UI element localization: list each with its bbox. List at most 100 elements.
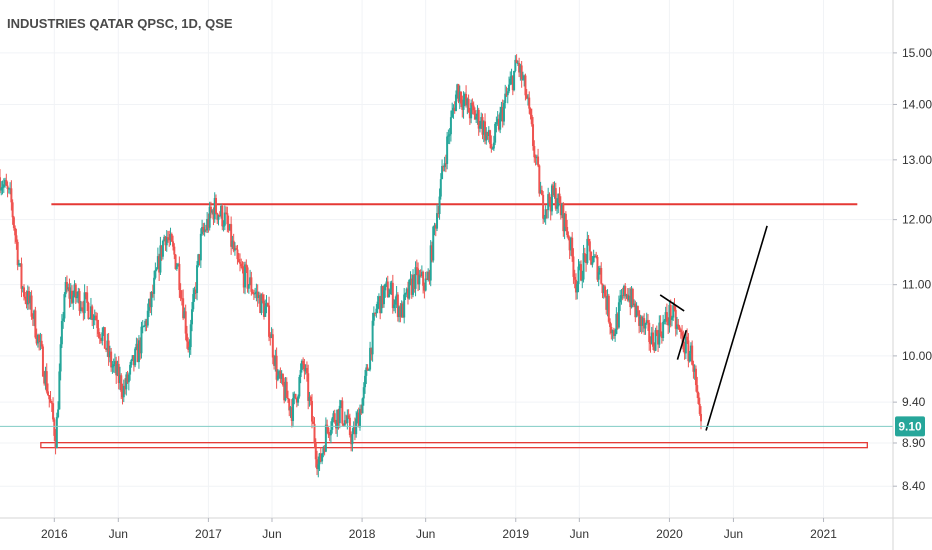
candle-body — [177, 263, 180, 267]
candle-body — [667, 321, 670, 326]
candle-body — [490, 144, 493, 149]
candle-body — [678, 326, 681, 330]
candle-body — [293, 393, 296, 399]
candle-body — [240, 263, 243, 267]
candle-body — [351, 434, 354, 445]
candle-body — [70, 290, 73, 303]
candle-body — [514, 59, 517, 71]
candle-body — [510, 76, 513, 79]
candle-body — [125, 374, 128, 390]
candle-body — [60, 320, 63, 345]
candle-body — [468, 112, 471, 119]
candle-body — [172, 241, 175, 247]
candle-body — [505, 93, 508, 96]
candle-body — [598, 268, 601, 273]
candle-body — [262, 300, 265, 317]
candle-body — [203, 229, 206, 232]
candle-body — [163, 236, 166, 241]
candle-body — [299, 370, 302, 378]
candle-body — [539, 190, 542, 194]
candle-body — [297, 396, 300, 403]
time-axis[interactable]: 2016 Jun 2017 Jun 2018 Jun 2019 Jun 2020 Jun 2021 — [41, 518, 837, 541]
candle-body — [457, 84, 460, 102]
candle-body — [146, 310, 149, 326]
trend-line-drawings — [659, 225, 768, 431]
candle-body — [401, 303, 404, 318]
candle-body — [523, 75, 526, 80]
candle-body — [554, 188, 557, 209]
y-tick-label: 9.40 — [902, 395, 926, 409]
candle-body — [689, 345, 692, 354]
candle-body — [454, 94, 457, 111]
candle-body — [126, 374, 129, 383]
y-tick-label: 10.00 — [902, 349, 932, 363]
candle-body — [249, 277, 252, 285]
candle-body — [252, 293, 255, 295]
y-tick-label: 8.90 — [902, 436, 926, 450]
candle-body — [341, 400, 344, 424]
candle-body — [17, 263, 20, 266]
candle-body — [290, 407, 293, 421]
candle-body — [26, 291, 29, 305]
candle-body — [49, 399, 52, 403]
candle-body — [182, 298, 185, 319]
candle-body — [548, 194, 551, 204]
candle-body — [624, 286, 627, 297]
candle-body — [482, 121, 485, 135]
candle-body — [309, 397, 312, 402]
candle-body — [237, 259, 240, 263]
candle-body — [640, 316, 643, 326]
candle-body — [574, 279, 577, 293]
candle-body — [53, 419, 56, 436]
candle-body — [196, 265, 199, 294]
candle-body — [101, 332, 104, 342]
candle-body — [327, 427, 330, 435]
candle-body — [367, 369, 370, 371]
candle-body — [580, 264, 583, 281]
horizontal-levels — [40, 203, 868, 449]
candle-body — [136, 343, 139, 363]
candle-body — [686, 336, 689, 341]
candle-body — [342, 423, 345, 426]
candle-body — [557, 193, 560, 207]
candle-body — [107, 340, 110, 358]
candle-body — [57, 409, 60, 418]
candle-body — [226, 213, 229, 225]
candle-body — [400, 303, 403, 317]
candle-body — [334, 421, 337, 429]
candle-body — [222, 225, 225, 227]
candle-body — [43, 376, 46, 384]
candle-body — [438, 196, 441, 215]
candle-body — [244, 264, 247, 288]
candle-body — [504, 93, 507, 104]
candle-body — [11, 202, 14, 218]
candle-body — [473, 110, 476, 120]
candle-body — [173, 246, 176, 255]
candle-body — [358, 408, 361, 428]
candle-body — [471, 102, 474, 106]
candle-body — [607, 295, 610, 322]
candle-body — [78, 291, 81, 311]
candle-body — [544, 209, 547, 219]
candle-body — [446, 136, 449, 164]
chart-grid — [0, 0, 893, 518]
candle-body — [40, 340, 43, 347]
price-axis[interactable]: 15.00 14.00 13.00 12.00 11.00 10.00 9.40 8.90 8.… — [893, 46, 932, 493]
candle-body — [398, 306, 401, 318]
candle-body — [190, 309, 193, 325]
candle-body — [72, 295, 75, 303]
candle-body — [265, 303, 268, 307]
candle-body — [419, 274, 422, 276]
candle-body — [606, 295, 609, 310]
candle-body — [62, 318, 65, 321]
candle-body — [108, 351, 111, 358]
candle-body — [91, 306, 94, 320]
candle-body — [329, 429, 332, 436]
candle-body — [595, 255, 598, 257]
candle-body — [461, 103, 464, 110]
candle-body — [663, 320, 666, 322]
candle-body — [89, 306, 92, 319]
candle-body — [641, 318, 644, 326]
candle-body — [156, 256, 159, 269]
